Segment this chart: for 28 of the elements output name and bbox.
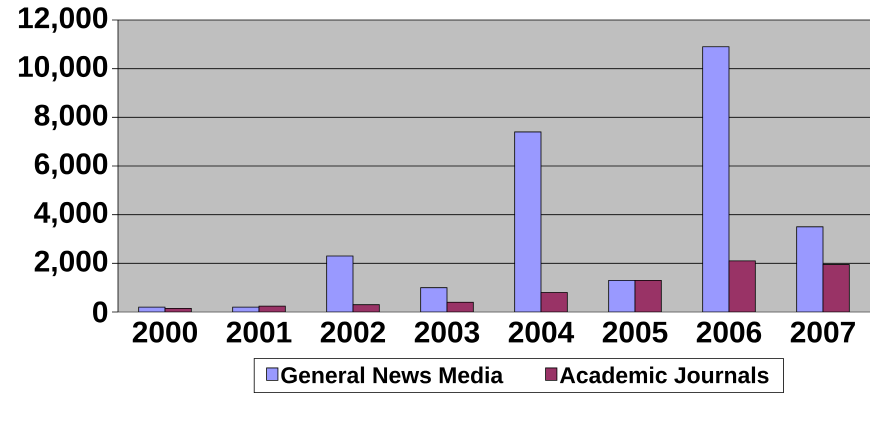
bar xyxy=(702,46,730,312)
y-tick-label: 8,000 xyxy=(34,104,108,130)
bar xyxy=(634,280,662,312)
y-tick-label: 2,000 xyxy=(34,250,108,276)
x-tick-label: 2006 xyxy=(696,322,762,343)
y-tick-label: 12,000 xyxy=(18,7,108,33)
bar xyxy=(514,132,542,312)
x-tick-label: 2000 xyxy=(132,322,197,343)
bar xyxy=(540,292,568,312)
y-tick-label: 10,000 xyxy=(18,56,108,82)
bar xyxy=(447,302,474,312)
bar xyxy=(822,264,850,312)
x-tick-label: 2002 xyxy=(320,322,386,343)
bar xyxy=(608,280,636,312)
bar xyxy=(326,256,354,312)
y-tick-label: 4,000 xyxy=(34,202,108,228)
x-tick-label: 2005 xyxy=(602,322,668,343)
y-tick-label: 0 xyxy=(93,301,108,323)
x-tick-label: 2004 xyxy=(508,322,574,343)
x-tick-label: 2007 xyxy=(790,322,855,343)
x-tick-label: 2001 xyxy=(226,322,292,343)
legend-label: General News Media xyxy=(281,366,504,384)
x-tick-label: 2003 xyxy=(414,322,480,343)
bar xyxy=(420,287,448,312)
y-tick-label: 6,000 xyxy=(34,153,108,179)
legend-label: Academic Journals xyxy=(560,366,768,384)
bar xyxy=(796,226,824,312)
bar xyxy=(728,260,756,312)
